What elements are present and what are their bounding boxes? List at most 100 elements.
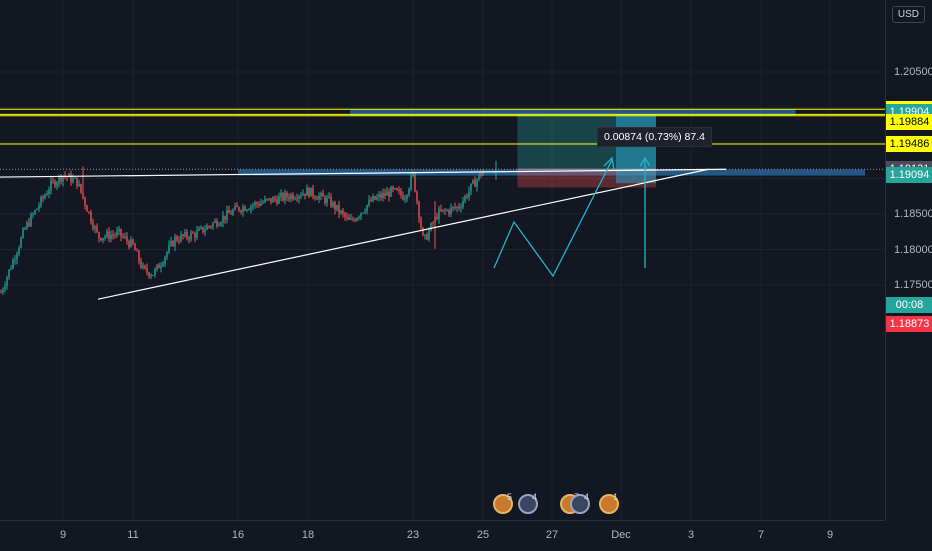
candle-body	[240, 210, 242, 212]
chart-grid	[0, 0, 885, 520]
candle-body	[386, 191, 388, 196]
candle-body	[134, 244, 136, 251]
candle-body	[178, 240, 180, 242]
candle-body	[140, 261, 142, 268]
candle-body	[86, 205, 88, 212]
candle-body	[28, 222, 30, 226]
candle-body	[344, 213, 346, 217]
economic-event-icon[interactable]	[518, 494, 538, 514]
candle-body	[430, 223, 432, 231]
candle-body	[360, 212, 362, 217]
candle-body	[262, 202, 264, 204]
candle-body	[382, 193, 384, 198]
candle-body	[126, 236, 128, 242]
price-tick: 1.17500	[894, 279, 932, 291]
currency-button[interactable]: USD	[891, 6, 925, 23]
candle-body	[224, 215, 226, 220]
candle-body	[62, 175, 64, 182]
candle-body	[124, 236, 126, 238]
candle-body	[332, 202, 334, 207]
candle-body	[264, 198, 266, 203]
candle-body	[408, 188, 410, 196]
candle-body	[258, 204, 260, 206]
candle-body	[50, 180, 52, 191]
candle-body	[298, 195, 300, 199]
candle-body	[168, 244, 170, 253]
candle-body	[362, 212, 364, 214]
measure-arrowhead	[639, 156, 651, 167]
candle-body	[160, 265, 162, 269]
candle-body	[104, 236, 106, 238]
candle-body	[284, 192, 286, 201]
candle-body	[16, 253, 18, 260]
time-tick: 23	[406, 529, 420, 541]
time-tick: 18	[301, 529, 315, 541]
candle-body	[286, 192, 288, 198]
candle-body	[94, 226, 96, 229]
candle-body	[322, 192, 324, 197]
economic-event-icon[interactable]	[570, 494, 590, 514]
candle-body	[276, 199, 278, 204]
candle-body	[336, 204, 338, 210]
candle-body	[454, 206, 456, 209]
price-tick: 1.20500	[894, 66, 932, 78]
candle-body	[98, 231, 100, 238]
time-scale[interactable]: 9 11 16 18 23 25 27 Dec 3 7 9	[0, 520, 885, 551]
event-count: 1	[613, 492, 619, 502]
candle-body	[460, 207, 462, 209]
candle-body	[144, 265, 146, 268]
candle-body	[268, 198, 270, 200]
candle-body	[192, 232, 194, 234]
candle-body	[256, 202, 258, 205]
candle-body	[278, 196, 280, 204]
candle-body	[146, 267, 148, 273]
candle-body	[296, 198, 298, 200]
candle-body	[190, 232, 192, 240]
candle-body	[220, 222, 222, 225]
candle-body	[378, 194, 380, 198]
candle-body	[116, 231, 118, 236]
candle-body	[42, 196, 44, 199]
candle-body	[280, 193, 282, 197]
candle-body	[2, 289, 4, 293]
candle-body	[176, 236, 178, 241]
candle-body	[90, 212, 92, 223]
candle-body	[472, 180, 474, 184]
supply-demand-zone	[350, 109, 796, 116]
measure-box	[616, 114, 656, 184]
candle-body	[202, 226, 204, 233]
candle-body	[388, 191, 390, 197]
candle-body	[100, 237, 102, 241]
candle-body	[274, 197, 276, 200]
candle-body	[324, 196, 326, 204]
economic-event-icon[interactable]	[599, 494, 619, 514]
candle-body	[96, 226, 98, 232]
candle-body	[166, 252, 168, 257]
candle-body	[440, 209, 442, 212]
candle-body	[206, 226, 208, 230]
candle-body	[246, 209, 248, 211]
candle-body	[78, 183, 80, 187]
candle-body	[358, 216, 360, 218]
candle-body	[226, 210, 228, 220]
candle-body	[254, 202, 256, 206]
economic-event-icon[interactable]	[493, 494, 513, 514]
candle-body	[14, 259, 16, 261]
candle-body	[306, 187, 308, 196]
candle-body	[418, 201, 420, 219]
candle-body	[52, 180, 54, 182]
time-tick: 16	[231, 529, 245, 541]
candle-body	[164, 256, 166, 264]
candle-body	[152, 275, 154, 277]
candle-body	[58, 175, 60, 183]
candle-body	[424, 234, 426, 236]
candle-body	[376, 197, 378, 200]
candle-body	[316, 198, 318, 200]
candle-body	[228, 210, 230, 214]
candle-body	[446, 210, 448, 212]
price-chart[interactable]	[0, 0, 885, 520]
candle-body	[320, 192, 322, 196]
candle-body	[250, 206, 252, 210]
candle-body	[84, 197, 86, 206]
